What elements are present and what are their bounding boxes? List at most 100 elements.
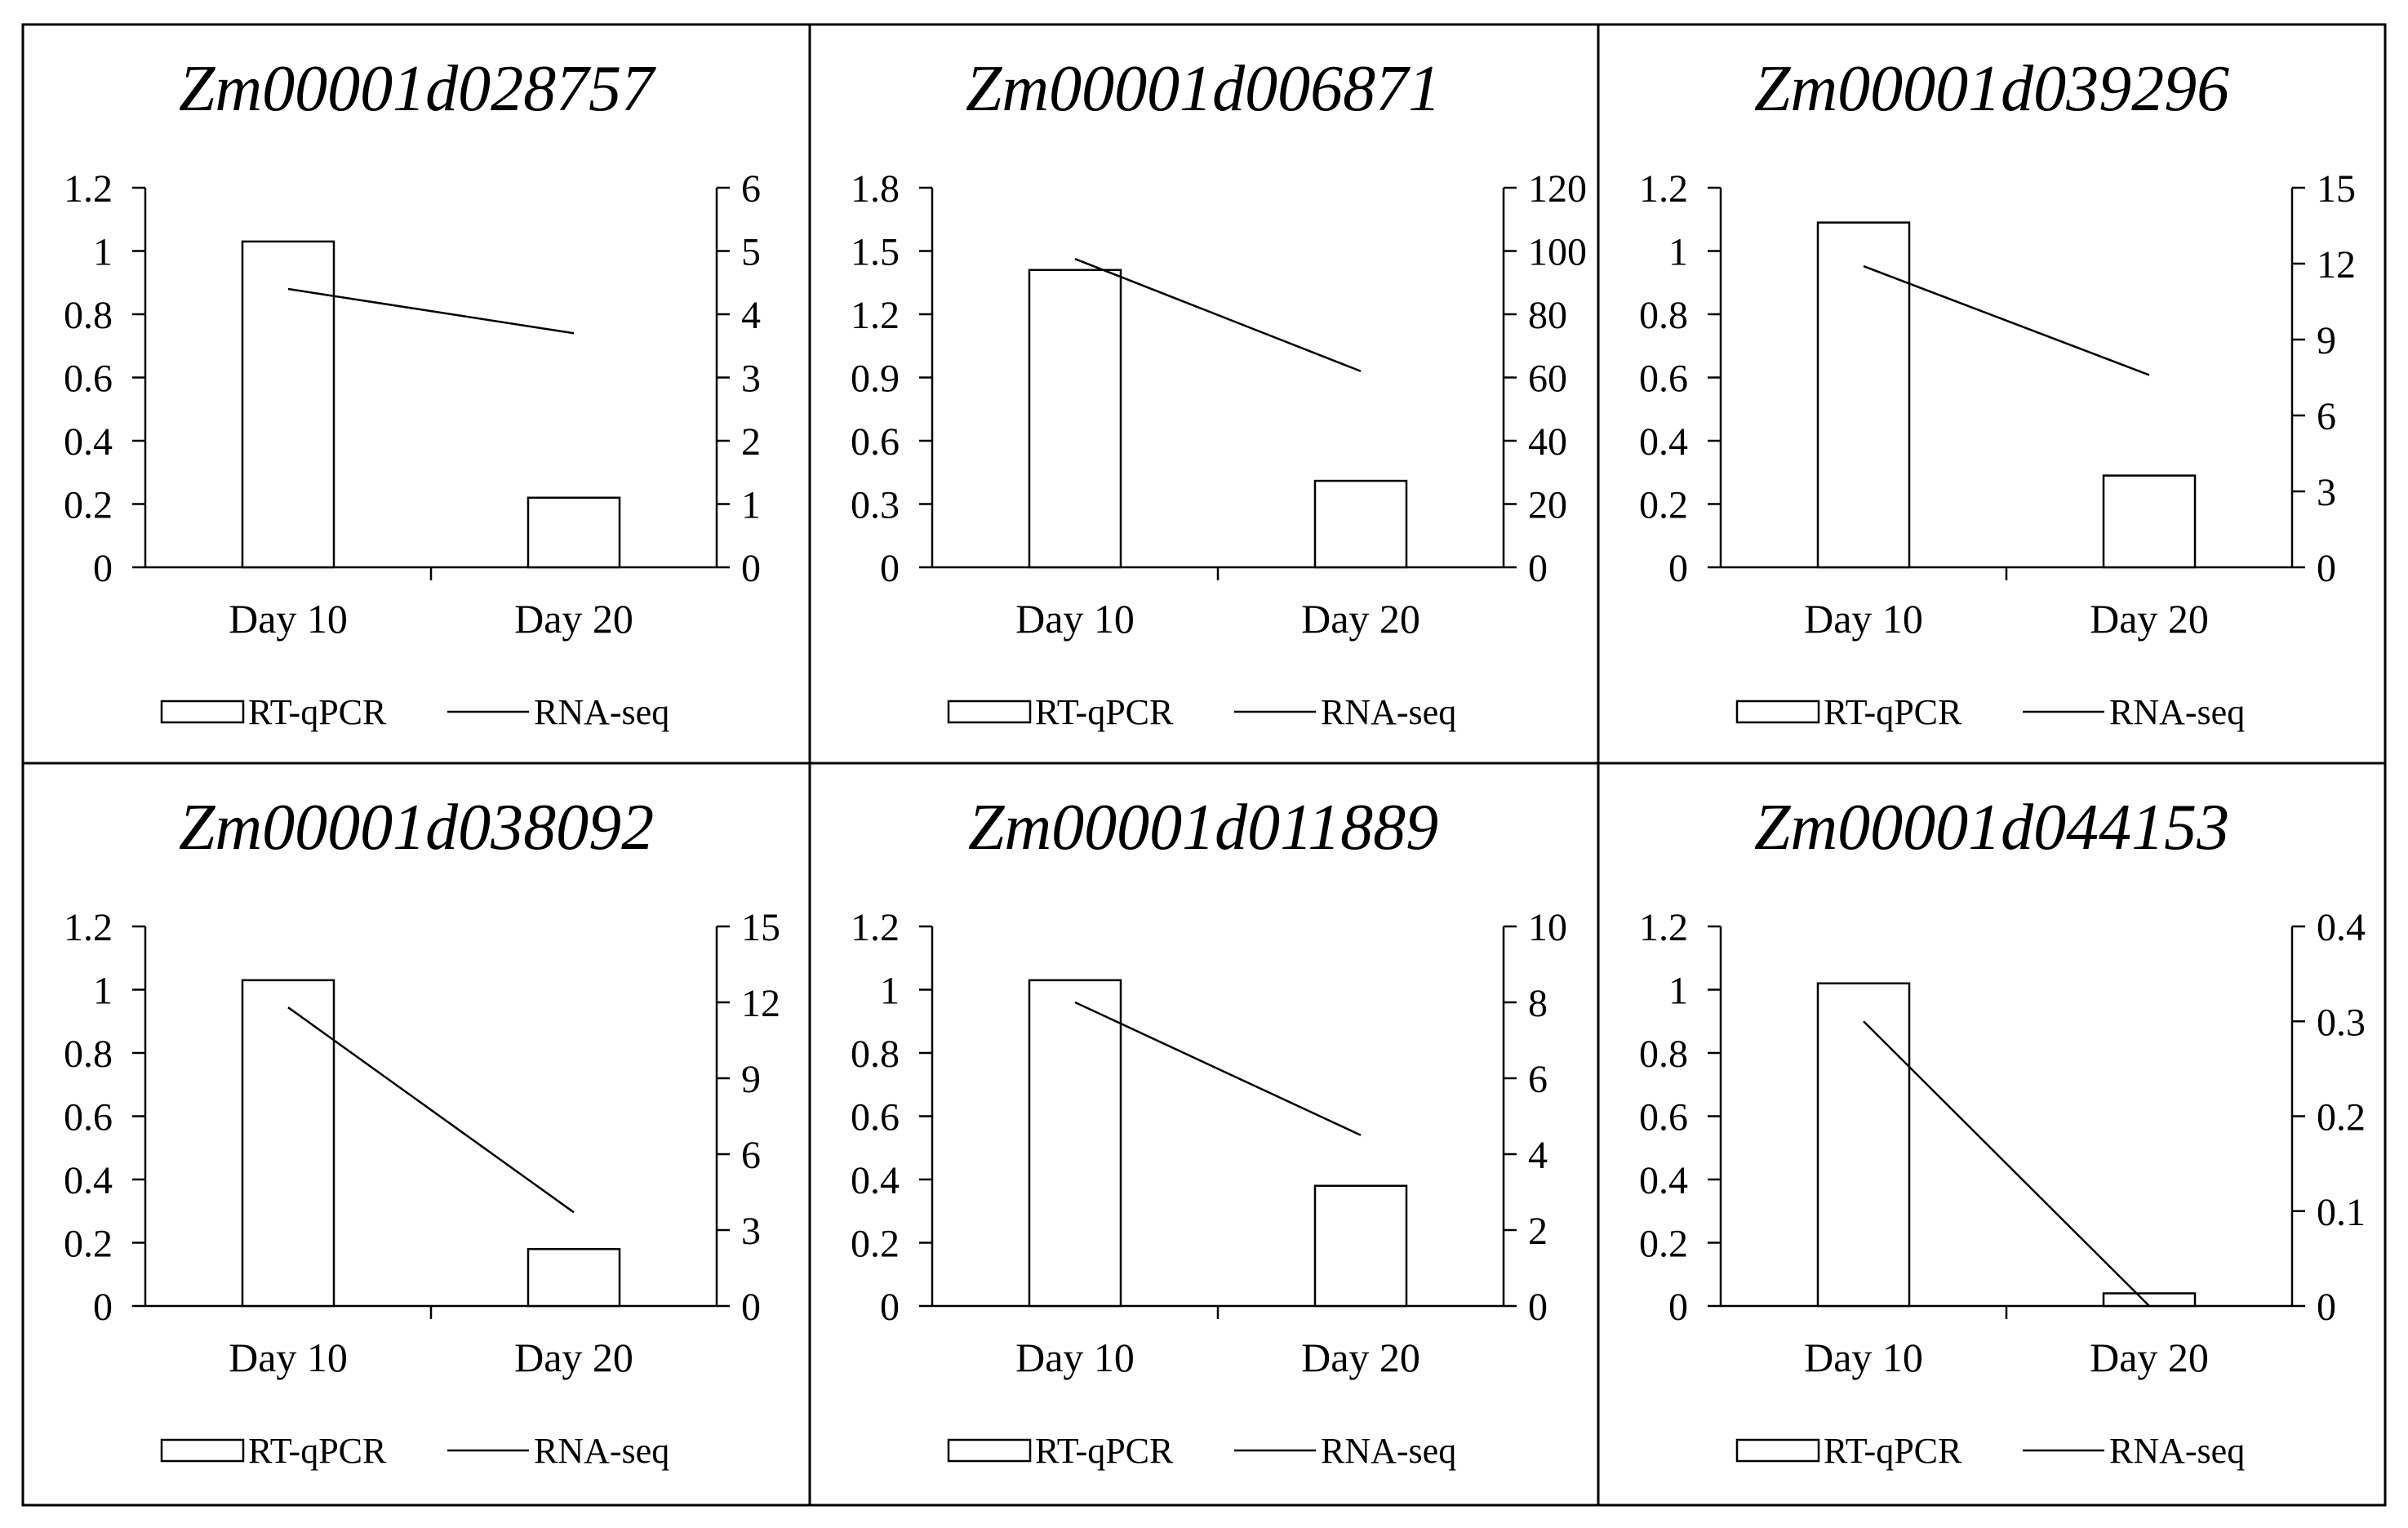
y-left-tick-label: 0.4 <box>1639 420 1688 464</box>
y-right-tick-label: 2 <box>1528 1210 1548 1253</box>
y-left-tick-label: 0.8 <box>1639 294 1688 337</box>
legend-label-rt-qpcr: RT-qPCR <box>1824 1431 1962 1471</box>
x-category-label: Day 20 <box>1301 596 1420 642</box>
y-left-tick-label: 0.2 <box>64 1223 113 1266</box>
y-right-tick-label: 0 <box>741 547 761 590</box>
y-right-tick-label: 6 <box>1528 1058 1548 1101</box>
y-right-tick-label: 0 <box>2317 547 2336 590</box>
y-right-tick-label: 6 <box>741 167 761 211</box>
chart-panel-6: Zm00001d044153 0 0.2 0.4 0.6 0.8 1 1.2 0 0.1 0.2 0.… <box>1639 792 2366 1471</box>
y-left-tick-label: 0.6 <box>851 1096 900 1139</box>
y-right-tick-label: 0 <box>741 1286 761 1329</box>
x-category-label: Day 20 <box>514 596 633 642</box>
y-left-tick-label: 0.4 <box>1639 1159 1688 1202</box>
legend-label-rt-qpcr: RT-qPCR <box>1035 692 1174 732</box>
y-left-tick-label: 0 <box>93 547 113 590</box>
y-left-tick-label: 0.4 <box>64 420 113 464</box>
legend-swatch-bar <box>160 700 245 724</box>
y-right-tick-label: 12 <box>2317 243 2356 286</box>
bar-rt-qpcr <box>1313 1184 1408 1308</box>
y-left-tick-label: 0.4 <box>851 1159 900 1202</box>
y-left-tick-label: 0 <box>1668 1286 1688 1329</box>
x-category-label: Day 10 <box>1015 1335 1135 1380</box>
x-category-label: Day 10 <box>1804 596 1923 642</box>
legend-label-rna-seq: RNA-seq <box>2109 1431 2245 1471</box>
x-category-label: Day 20 <box>514 1335 633 1380</box>
line-rna-seq <box>1074 258 1362 372</box>
bar-rt-qpcr <box>241 979 335 1308</box>
x-category-label: Day 10 <box>1015 596 1135 642</box>
y-right-tick-label: 10 <box>1528 906 1567 949</box>
y-left-tick-label: 0 <box>880 1286 900 1329</box>
bar-rt-qpcr <box>526 496 621 569</box>
chart-title: Zm00001d028757 <box>179 53 656 125</box>
x-category-label: Day 20 <box>2090 596 2209 642</box>
bar-rt-qpcr <box>1313 479 1408 569</box>
chart-panel-2: Zm00001d006871 0 0.3 0.6 0.9 1.2 1.5 1.8 0 20 40 60… <box>851 53 1587 732</box>
y-left-tick-label: 0.4 <box>64 1159 113 1202</box>
legend-label-rt-qpcr: RT-qPCR <box>248 1431 387 1471</box>
y-right-tick-label: 4 <box>1528 1134 1548 1177</box>
chart-title: Zm00001d011889 <box>968 792 1438 864</box>
y-left-tick-label: 0.6 <box>1639 1096 1688 1139</box>
line-rna-seq <box>1863 1020 2150 1307</box>
y-left-tick-label: 0.9 <box>851 358 900 401</box>
y-left-tick-label: 0.2 <box>851 1223 900 1266</box>
y-right-tick-label: 80 <box>1528 294 1567 337</box>
y-left-tick-label: 0.2 <box>1639 484 1688 527</box>
y-left-tick-label: 0 <box>1668 547 1688 590</box>
y-left-tick-label: 1.8 <box>851 167 900 211</box>
y-left-tick-label: 0 <box>880 547 900 590</box>
legend-label-rna-seq: RNA-seq <box>534 1431 669 1471</box>
y-left-tick-label: 0.6 <box>64 358 113 401</box>
y-left-tick-label: 1 <box>93 231 113 274</box>
legend-label-rt-qpcr: RT-qPCR <box>1035 1431 1174 1471</box>
y-left-tick-label: 0.6 <box>1639 358 1688 401</box>
y-right-tick-label: 6 <box>741 1134 761 1177</box>
y-right-tick-label: 5 <box>741 231 761 274</box>
figure-border <box>21 23 2387 1507</box>
chart-panel-5: Zm00001d011889 0 0.2 0.4 0.6 0.8 1 1.2 0 2 4 6 8 10 Da… <box>851 792 1567 1471</box>
y-right-tick-label: 60 <box>1528 358 1567 401</box>
chart-title: Zm00001d006871 <box>966 53 1441 125</box>
bar-rt-qpcr <box>1816 982 1911 1308</box>
y-right-tick-label: 3 <box>741 1210 761 1253</box>
y-left-tick-label: 1 <box>880 970 900 1013</box>
legend-label-rt-qpcr: RT-qPCR <box>1824 692 1962 732</box>
y-right-tick-label: 1 <box>741 484 761 527</box>
y-right-tick-label: 0.1 <box>2317 1191 2366 1234</box>
legend-label-rna-seq: RNA-seq <box>1321 692 1456 732</box>
y-left-tick-label: 0.2 <box>1639 1223 1688 1266</box>
y-left-tick-label: 0.2 <box>64 484 113 527</box>
legend-swatch-bar <box>160 1438 245 1463</box>
y-left-tick-label: 0.6 <box>851 420 900 464</box>
legend-swatch-bar <box>1735 1438 1820 1463</box>
y-left-tick-label: 1 <box>93 970 113 1013</box>
bar-rt-qpcr <box>1816 221 1911 569</box>
chart-panel-3: Zm00001d039296 0 0.2 0.4 0.6 0.8 1 1.2 0 3 6 9 12 15 D… <box>1639 53 2356 732</box>
y-right-tick-label: 0.4 <box>2317 906 2366 949</box>
y-right-tick-label: 12 <box>741 982 780 1025</box>
line-rna-seq <box>287 1006 575 1214</box>
legend-label-rna-seq: RNA-seq <box>2109 692 2245 732</box>
chart-title: Zm00001d044153 <box>1754 792 2229 864</box>
y-right-tick-label: 0 <box>2317 1286 2336 1329</box>
y-left-tick-label: 0.3 <box>851 484 900 527</box>
chart-panel-1: Zm00001d028757 0 0.2 0.4 0.6 0.8 1 1.2 0 1 2 3 4 5 6 Da… <box>64 53 761 732</box>
bar-rt-qpcr <box>2102 1292 2197 1308</box>
y-left-tick-label: 1 <box>1668 231 1688 274</box>
legend-label-rna-seq: RNA-seq <box>534 692 669 732</box>
y-left-tick-label: 1.2 <box>1639 167 1688 211</box>
bar-rt-qpcr <box>1028 979 1122 1308</box>
y-left-tick-label: 1.5 <box>851 231 900 274</box>
y-right-tick-label: 9 <box>2317 319 2336 362</box>
y-right-tick-label: 2 <box>741 420 761 464</box>
line-rna-seq <box>1863 264 2150 376</box>
y-right-tick-label: 120 <box>1528 167 1587 211</box>
y-right-tick-label: 3 <box>741 358 761 401</box>
x-category-label: Day 20 <box>1301 1335 1420 1380</box>
y-right-tick-label: 3 <box>2317 471 2336 514</box>
bar-rt-qpcr <box>1028 269 1122 569</box>
x-category-label: Day 10 <box>229 596 348 642</box>
